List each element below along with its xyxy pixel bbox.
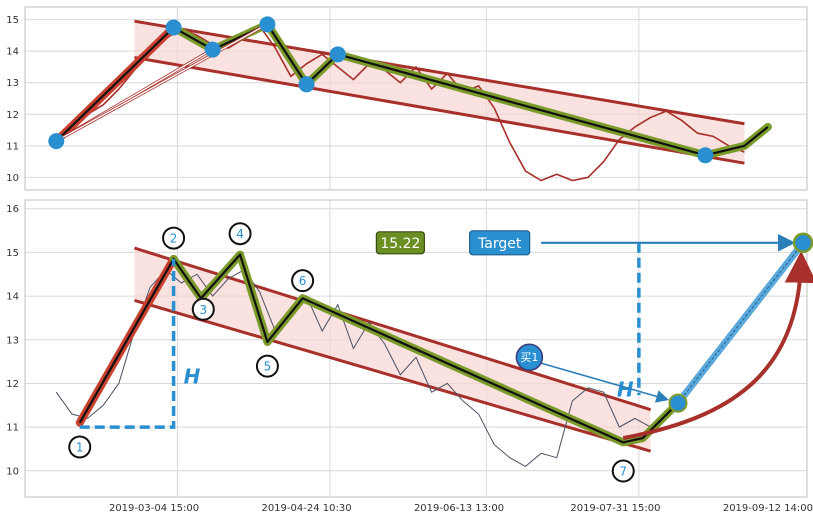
pivot-label-7: 7 xyxy=(619,465,627,479)
y-tick-label: 14 xyxy=(6,47,19,58)
y-tick-label: 15 xyxy=(6,248,19,259)
y-tick-label: 11 xyxy=(6,141,19,152)
pattern-path-core xyxy=(78,253,679,444)
pivot-marker xyxy=(298,76,315,93)
x-tick-label: 2019-07-31 15:00 xyxy=(570,503,660,514)
pivot-label-3: 3 xyxy=(199,303,207,317)
y-tick-label: 12 xyxy=(6,110,19,121)
channel-lower-line xyxy=(134,56,745,165)
plot-frame xyxy=(24,6,808,191)
pivot-circle-4 xyxy=(228,222,252,246)
top-panel: 10 11 12 13 14 15 xyxy=(6,6,808,191)
target-point-marker xyxy=(792,232,813,254)
pivot-circle-5 xyxy=(255,354,279,378)
x-tick-label: 2019-03-04 15:00 xyxy=(109,503,199,514)
pivot-label-5: 5 xyxy=(264,360,272,374)
height-label-left: H xyxy=(184,364,201,388)
curved-target-arrow xyxy=(622,250,813,441)
x-tick-label: 2019-04-24 10:30 xyxy=(261,503,351,514)
pivot-label-2: 2 xyxy=(170,232,178,246)
y-tick-label: 11 xyxy=(6,423,19,434)
y-tick-label: 16 xyxy=(6,204,19,215)
x-tick-label: 2019-06-13 13:00 xyxy=(414,503,504,514)
buy-signal-badge xyxy=(515,343,544,371)
target-value-badge xyxy=(375,231,425,255)
price-series-line xyxy=(55,269,651,468)
target-value-text: 15.22 xyxy=(380,236,420,252)
height-label-right: H xyxy=(617,378,634,402)
pivot-marker xyxy=(697,147,714,164)
plot-frame xyxy=(24,199,808,498)
pivot-marker xyxy=(165,19,182,36)
pivot-label-1: 1 xyxy=(76,440,84,454)
pivot-marker xyxy=(48,133,65,150)
pivot-circle-6 xyxy=(291,269,315,293)
pivot-circle-2 xyxy=(162,226,186,250)
target-text-badge xyxy=(469,230,531,256)
pivot-label-4: 4 xyxy=(236,227,244,241)
y-tick-label: 10 xyxy=(6,173,19,184)
y-tick-label: 13 xyxy=(6,335,19,346)
buy-signal-label: 买1 xyxy=(520,351,538,364)
projection-line-core xyxy=(677,242,804,404)
y-tick-label: 14 xyxy=(6,292,19,303)
buy-point-marker xyxy=(668,393,688,413)
pivot-circle-1 xyxy=(68,435,92,459)
pivot-label-6: 6 xyxy=(299,274,307,288)
channel-lower-line xyxy=(134,299,652,453)
y-tick-label: 10 xyxy=(6,466,19,477)
x-tick-label: 2019-09-12 14:00 xyxy=(723,503,813,514)
pivot-circle-7 xyxy=(611,459,635,483)
height-measure-left xyxy=(79,258,176,429)
y-tick-label: 15 xyxy=(6,15,19,26)
y-tick-label: 12 xyxy=(6,379,19,390)
target-text: Target xyxy=(477,236,522,252)
pivot-marker xyxy=(259,16,276,33)
pivot-marker xyxy=(329,46,346,63)
y-tick-label: 13 xyxy=(6,78,19,89)
projection-arrow xyxy=(55,25,264,142)
pivot-circle-3 xyxy=(191,297,215,321)
pivot-marker xyxy=(204,41,221,58)
buy-pointer-arrow xyxy=(541,362,670,403)
